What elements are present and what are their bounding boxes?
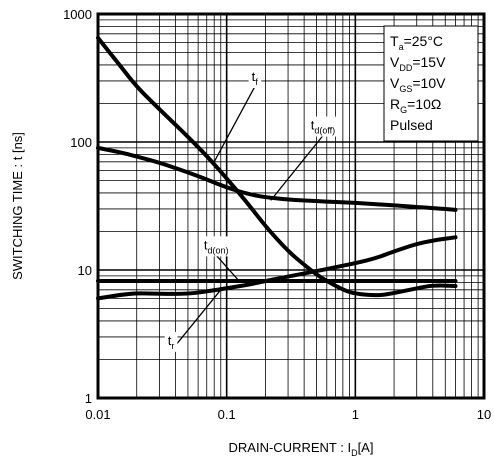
series [96,35,458,301]
plot-frame [96,12,486,400]
condition-line: Ta=25°C [390,33,443,52]
leader-line [213,86,256,163]
y-tick-label: 10 [78,263,92,278]
x-tick-label: 1 [352,407,359,422]
series-label-bg [164,331,178,352]
x-tick-label: 0.1 [218,407,236,422]
series-label-bg [248,67,262,88]
conditions-box-frame [383,25,479,142]
x-tick-label: 0.01 [85,407,110,422]
y-tick-label: 100 [70,135,92,150]
x-tick-label: 10 [477,407,491,422]
annotations: tf td(off) td(on) tr [164,67,339,352]
series-label-t-r: tr [168,333,175,351]
conditions-box: Ta=25°C VDD=15V VGS=10V RG=10Ω Pulsed [383,25,479,142]
y-tick-label: 1000 [63,7,92,22]
condition-line: VDD=15V [390,54,446,73]
leader-line [170,289,222,352]
series-label-bg [200,236,232,257]
series-label-t-d-off-: td(off) [311,118,335,136]
tick-labels: 0.01 0.1 1 10 1 10 100 1000 [63,7,491,422]
condition-line: RG=10Ω [390,96,441,115]
y-tick-label: 1 [85,391,92,406]
series-line-t-d-off- [96,145,458,212]
leader-line [270,135,324,201]
series-label-t-d-on-: td(on) [204,237,229,255]
condition-line: Pulsed [390,117,433,133]
y-axis-label: SWITCHING TIME : t [ns] [10,132,25,280]
x-axis-label: DRAIN-CURRENT : ID[A] [229,440,374,458]
series-line-t-f [96,35,458,298]
condition-line: VGS=10V [390,75,446,94]
series-line-t-r [96,235,458,301]
series-label-bg [307,116,339,137]
leader-line [215,254,240,282]
series-label-t-f: tf [252,69,259,87]
